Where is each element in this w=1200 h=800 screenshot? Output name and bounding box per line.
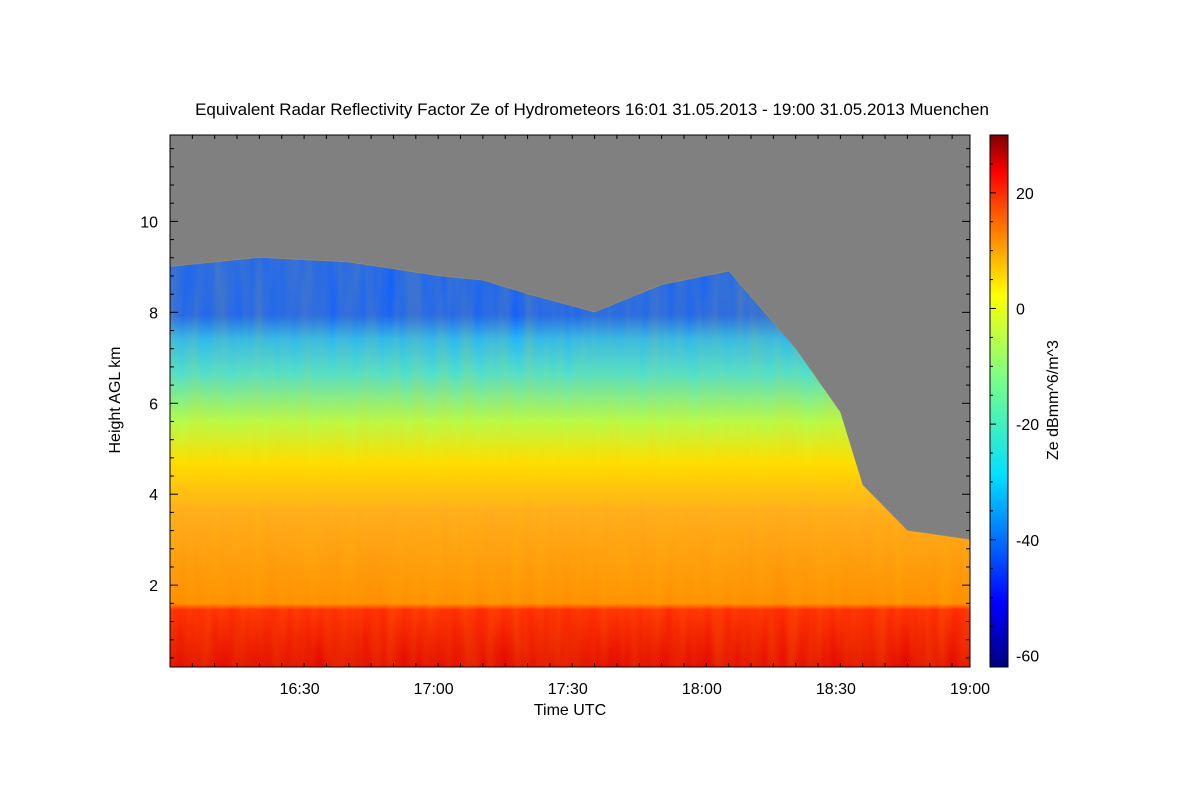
- colorbar-label: Ze dBmm^6/m^3: [1045, 340, 1062, 460]
- x-tick-label: 18:30: [816, 681, 856, 698]
- x-axis-label: Time UTC: [534, 702, 606, 719]
- y-axis: 2 4 6 8 10: [140, 148, 970, 659]
- x-tick-label: 16:30: [280, 681, 320, 698]
- colorbar-axis: 20 0 -20 -40 -60: [990, 134, 1039, 665]
- y-tick-label: 6: [149, 396, 158, 413]
- x-tick-label: 17:00: [414, 681, 454, 698]
- x-tick-label: 19:00: [950, 681, 990, 698]
- x-tick-label: 17:30: [548, 681, 588, 698]
- no-echo-mask: [170, 135, 970, 539]
- heatmap-area: [170, 135, 970, 667]
- colorbar-tick-label: -60: [1016, 648, 1039, 665]
- colorbar-tick-label: -20: [1016, 417, 1039, 434]
- y-tick-label: 4: [149, 487, 158, 504]
- chart-title: Equivalent Radar Reflectivity Factor Ze …: [195, 100, 989, 119]
- colorbar-tick-label: 20: [1016, 186, 1034, 203]
- colorbar-tick-label: 0: [1016, 301, 1025, 318]
- plot-frame: [169, 134, 971, 668]
- colorbar: [989, 134, 1009, 668]
- y-tick-label: 8: [149, 305, 158, 322]
- y-tick-label: 2: [149, 578, 158, 595]
- x-axis: 16:30 17:00 17:30 18:00 18:30 19:00: [169, 135, 990, 698]
- y-tick-label: 10: [140, 214, 158, 231]
- x-tick-label: 18:00: [682, 681, 722, 698]
- y-axis-label: Height AGL km: [107, 346, 124, 453]
- colorbar-tick-label: -40: [1016, 533, 1039, 550]
